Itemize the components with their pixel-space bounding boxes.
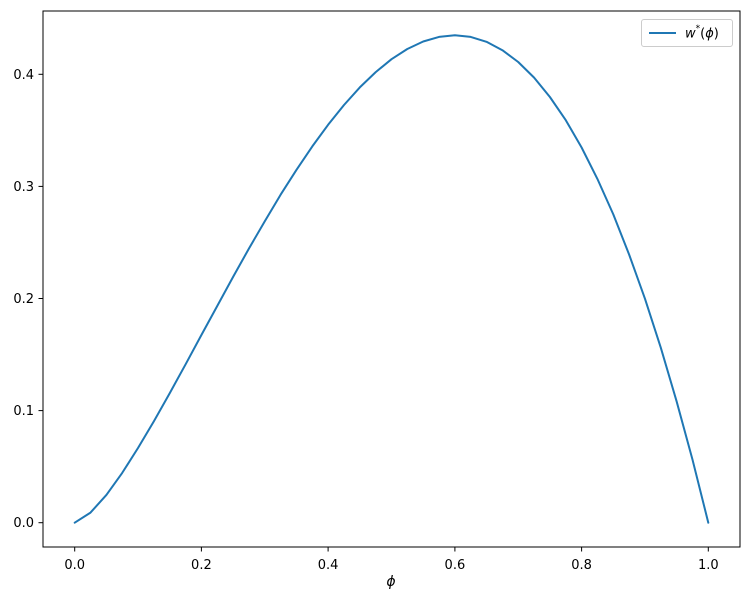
legend-label-base: w bbox=[685, 26, 696, 42]
y-tick-label: 0.2 bbox=[13, 292, 34, 307]
legend-label-phi: ϕ bbox=[705, 26, 714, 42]
plot-area bbox=[42, 10, 741, 548]
legend: w*(ϕ) bbox=[641, 19, 733, 47]
x-tick-label: 0.6 bbox=[445, 558, 466, 573]
y-tick-label: 0.4 bbox=[13, 68, 34, 83]
y-tick-label: 0.0 bbox=[13, 516, 34, 531]
y-axis: 0.0 0.1 0.2 0.3 0.4 bbox=[13, 68, 43, 531]
legend-label-sup: * bbox=[695, 23, 701, 34]
x-tick-label: 0.0 bbox=[64, 558, 85, 573]
x-tick-label: 1.0 bbox=[698, 558, 719, 573]
legend-label: w*(ϕ) bbox=[685, 23, 719, 42]
x-tick-label: 0.8 bbox=[571, 558, 592, 573]
x-axis: 0.0 0.2 0.4 0.6 0.8 1.0 bbox=[64, 547, 719, 573]
y-tick-label: 0.3 bbox=[13, 180, 34, 195]
y-tick-label: 0.1 bbox=[13, 404, 34, 419]
legend-line-swatch bbox=[649, 32, 676, 34]
x-tick-label: 0.2 bbox=[191, 558, 212, 573]
legend-label-rparen: ) bbox=[713, 26, 719, 42]
x-tick-label: 0.4 bbox=[318, 558, 339, 573]
x-axis-label: ϕ bbox=[386, 574, 395, 590]
legend-label-lparen: ( bbox=[700, 26, 706, 42]
curve-w-star bbox=[73, 34, 710, 524]
